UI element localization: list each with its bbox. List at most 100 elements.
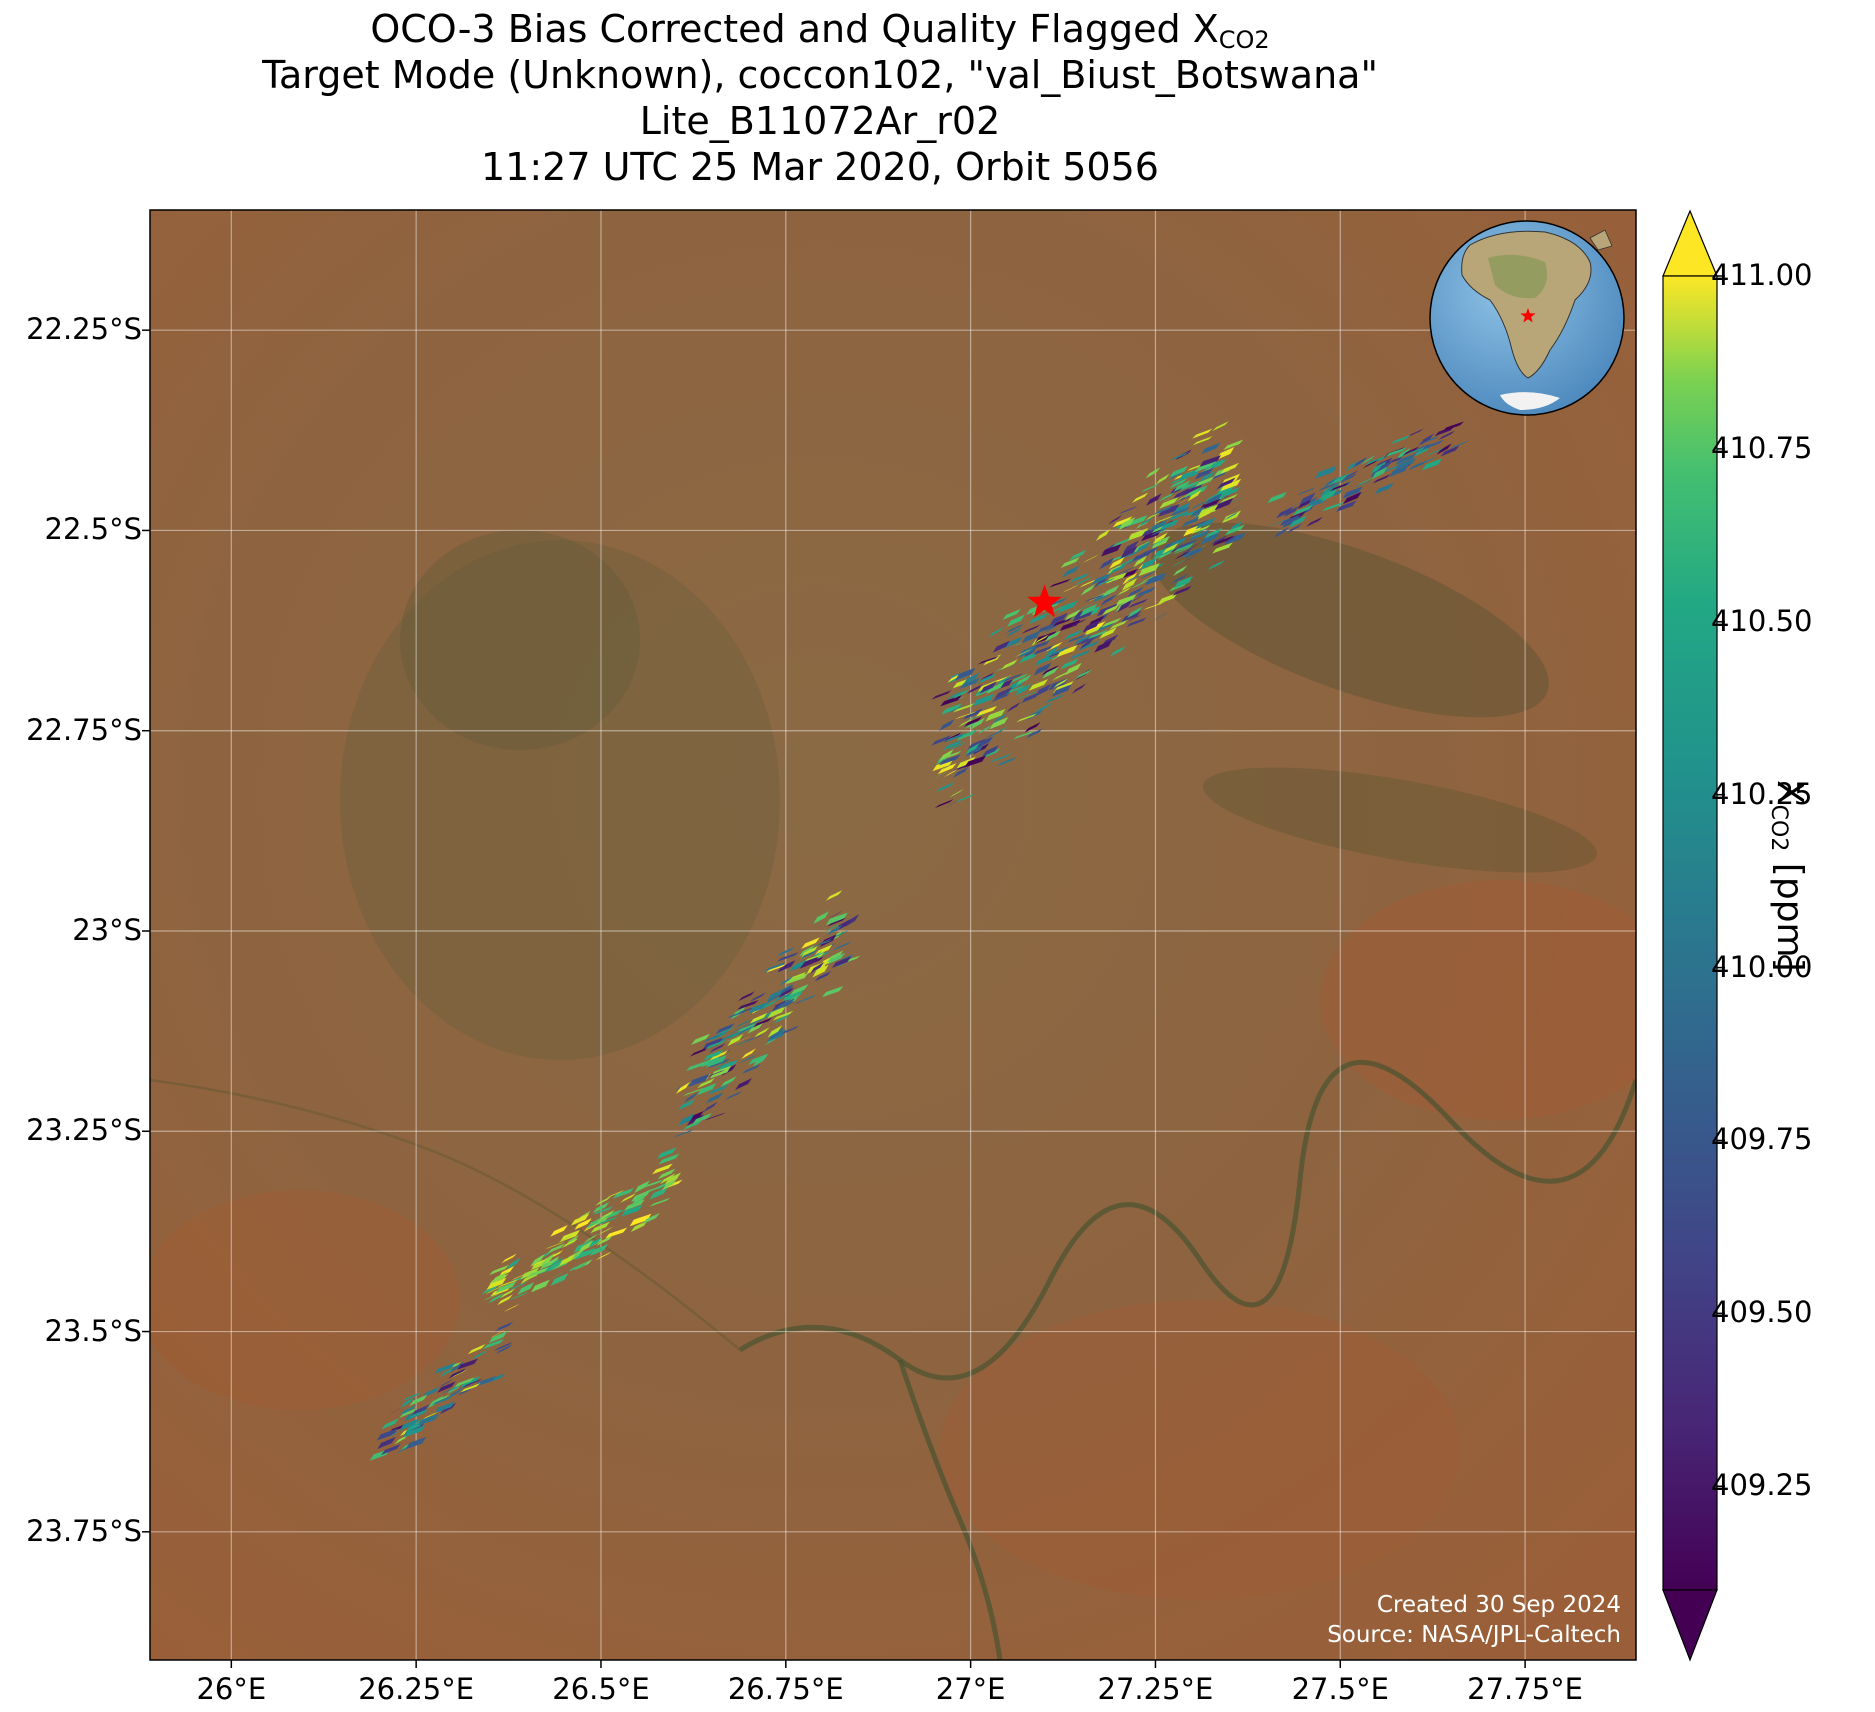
xco2-sounding xyxy=(1121,610,1142,623)
xco2-sounding xyxy=(1021,624,1041,634)
xco2-sounding xyxy=(1343,469,1359,480)
xco2-sounding xyxy=(497,1279,519,1288)
xco2-sounding xyxy=(495,1281,517,1294)
xco2-sounding xyxy=(1173,575,1193,589)
xco2-sounding xyxy=(1152,532,1168,545)
xco2-sounding xyxy=(517,1282,535,1295)
xco2-sounding xyxy=(405,1436,427,1450)
xco2-sounding xyxy=(940,750,962,761)
xco2-sounding xyxy=(421,1411,439,1420)
xco2-sounding xyxy=(1062,584,1080,593)
xco2-sounding xyxy=(1421,458,1443,471)
xco2-sounding xyxy=(1162,542,1179,555)
xco2-sounding xyxy=(827,952,846,965)
xco2-sounding xyxy=(1064,662,1082,676)
xco2-sounding xyxy=(691,1033,711,1046)
xco2-sounding xyxy=(931,735,951,746)
xco2-sounding xyxy=(782,989,804,1002)
xco2-sounding xyxy=(1267,491,1287,504)
xco2-sounding xyxy=(1224,524,1245,536)
xco2-sounding xyxy=(705,1055,727,1068)
xco2-sounding xyxy=(583,1233,599,1244)
colorbar-tick-label: 409.25 xyxy=(1711,1468,1813,1503)
xco2-sounding xyxy=(1436,443,1452,455)
xco2-sounding xyxy=(749,1012,768,1025)
xco2-sounding xyxy=(1044,630,1062,642)
y-tick-label: 22.75°S xyxy=(26,712,142,747)
xco2-sounding xyxy=(467,1344,486,1355)
xco2-sounding xyxy=(550,1272,569,1286)
y-tick-label: 23°S xyxy=(72,912,142,947)
xco2-sounding xyxy=(376,1428,398,1441)
xco2-sounding xyxy=(1101,604,1120,616)
xco2-sounding xyxy=(1033,662,1052,676)
xco2-sounding xyxy=(377,1436,396,1450)
xco2-sounding xyxy=(1200,532,1220,545)
xco2-sounding xyxy=(1145,493,1162,506)
xco2-sounding xyxy=(715,1023,735,1035)
xco2-sounding xyxy=(437,1381,456,1393)
xco2-sounding xyxy=(734,1035,751,1045)
xco2-sounding xyxy=(1050,646,1069,657)
xco2-sounding xyxy=(708,1058,731,1069)
xco2-sounding xyxy=(509,1281,528,1291)
xco2-sounding xyxy=(1053,678,1069,689)
xco2-sounding xyxy=(1073,634,1092,645)
xco2-sounding xyxy=(963,708,983,720)
xco2-sounding xyxy=(725,1090,743,1101)
xco2-sounding xyxy=(489,1264,509,1276)
xco2-sounding xyxy=(702,1037,723,1051)
xco2-sounding xyxy=(1069,549,1087,561)
xco2-sounding xyxy=(1410,443,1430,453)
xco2-sounding xyxy=(1066,633,1087,644)
xco2-sounding xyxy=(820,928,835,937)
xco2-sounding xyxy=(1374,482,1394,495)
xco2-sounding xyxy=(1115,594,1137,607)
xco2-sounding xyxy=(592,1205,614,1216)
xco2-sounding xyxy=(1360,454,1376,465)
xco2-sounding xyxy=(1117,566,1135,576)
xco2-sounding xyxy=(1173,543,1195,553)
xco2-sounding xyxy=(812,964,829,978)
xco2-sounding xyxy=(471,1349,488,1360)
colorbar-tick-label: 410.75 xyxy=(1711,430,1813,465)
xco2-sounding xyxy=(1296,486,1317,496)
xco2-sounding xyxy=(1168,510,1190,521)
xco2-sounding xyxy=(399,1407,418,1419)
colorbar-title: XCO2 [ppm] xyxy=(1766,780,1810,972)
xco2-sounding xyxy=(1195,478,1213,488)
xco2-sounding xyxy=(1079,638,1094,650)
target-star-icon xyxy=(1027,584,1062,618)
xco2-sounding xyxy=(959,677,981,690)
xco2-sounding xyxy=(1224,532,1246,545)
xco2-sounding xyxy=(1390,434,1411,445)
xco2-sounding xyxy=(985,708,1006,722)
xco2-sounding xyxy=(1212,542,1233,554)
xco2-sounding xyxy=(827,910,843,920)
xco2-sounding xyxy=(641,1179,664,1189)
xco2-sounding xyxy=(816,937,834,947)
xco2-sounding xyxy=(1172,546,1193,555)
x-tick-label: 26.5°E xyxy=(552,1672,650,1706)
xco2-sounding xyxy=(994,686,1013,699)
xco2-sounding xyxy=(1143,601,1165,611)
xco2-sounding xyxy=(1329,482,1350,492)
xco2-sounding xyxy=(1185,547,1202,559)
xco2-sounding xyxy=(652,1163,673,1175)
xco2-sounding xyxy=(621,1204,643,1217)
xco2-sounding xyxy=(1442,421,1464,432)
xco2-sounding xyxy=(1108,591,1125,601)
xco2-sounding xyxy=(1094,639,1113,653)
xco2-sounding xyxy=(1385,447,1407,458)
xco2-sounding xyxy=(704,1112,726,1121)
xco2-sounding xyxy=(786,972,809,985)
xco2-sounding xyxy=(1105,572,1128,584)
xco2-sounding xyxy=(1184,542,1201,552)
xco2-sounding xyxy=(1181,554,1198,564)
xco2-sounding xyxy=(577,1240,593,1254)
xco2-sounding xyxy=(963,672,980,685)
xco2-sounding xyxy=(630,1196,646,1207)
xco2-sounding xyxy=(381,1443,401,1456)
xco2-sounding xyxy=(1359,479,1375,488)
xco2-sounding xyxy=(411,1404,430,1416)
